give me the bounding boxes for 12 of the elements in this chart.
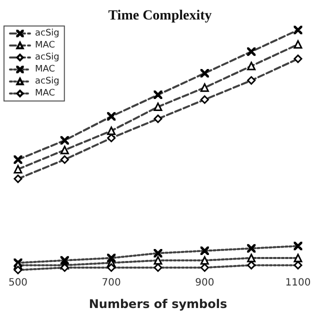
x-tick-label: 900 xyxy=(195,278,214,288)
legend-label: acSig xyxy=(35,76,60,86)
legend-label: acSig xyxy=(35,28,60,38)
x-tick-label: 700 xyxy=(102,278,121,288)
legend-label: MAC xyxy=(35,88,56,98)
x-tick-label: 1100 xyxy=(285,278,311,288)
legend-label: acSig xyxy=(35,52,60,62)
x-axis-title: Numbers of symbols xyxy=(88,297,228,311)
chart-title: Time Complexity xyxy=(108,8,212,24)
legend-label: MAC xyxy=(35,40,56,50)
x-tick-label: 500 xyxy=(8,278,28,288)
legend-label: MAC xyxy=(35,64,56,74)
